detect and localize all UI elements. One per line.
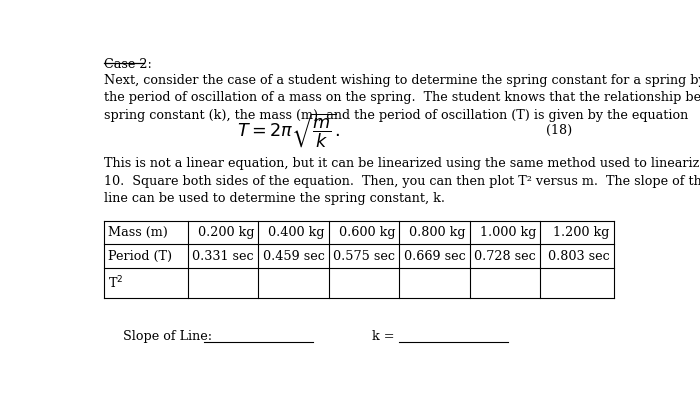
- Text: 0.575 sec: 0.575 sec: [333, 250, 395, 263]
- Text: 0.728 sec: 0.728 sec: [475, 250, 536, 263]
- Text: $T = 2\pi\sqrt{\dfrac{m}{k}}.$: $T = 2\pi\sqrt{\dfrac{m}{k}}.$: [237, 112, 340, 150]
- Text: 0.459 sec: 0.459 sec: [262, 250, 325, 263]
- Text: 0.669 sec: 0.669 sec: [404, 250, 466, 263]
- Text: the period of oscillation of a mass on the spring.  The student knows that the r: the period of oscillation of a mass on t…: [104, 91, 700, 104]
- Text: 1.000 kg: 1.000 kg: [480, 226, 536, 239]
- Text: Case 2:: Case 2:: [104, 58, 152, 71]
- Text: 10.  Square both sides of the equation.  Then, you can then plot T² versus m.  T: 10. Square both sides of the equation. T…: [104, 174, 700, 188]
- Text: 1.200 kg: 1.200 kg: [553, 226, 610, 239]
- Text: 0.400 kg: 0.400 kg: [268, 226, 325, 239]
- Text: 0.803 sec: 0.803 sec: [547, 250, 610, 263]
- Text: Slope of Line:: Slope of Line:: [122, 330, 212, 343]
- Text: k =: k =: [372, 330, 395, 343]
- Text: 0.600 kg: 0.600 kg: [339, 226, 395, 239]
- Text: spring constant (k), the mass (m), and the period of oscillation (T) is given by: spring constant (k), the mass (m), and t…: [104, 109, 688, 122]
- Text: Mass (m): Mass (m): [108, 226, 168, 239]
- Text: 0.200 kg: 0.200 kg: [197, 226, 254, 239]
- Text: (18): (18): [547, 124, 573, 137]
- Text: line can be used to determine the spring constant, k.: line can be used to determine the spring…: [104, 192, 444, 206]
- Text: 0.800 kg: 0.800 kg: [409, 226, 466, 239]
- Text: 0.331 sec: 0.331 sec: [193, 250, 254, 263]
- Text: Period (T): Period (T): [108, 250, 172, 263]
- Text: This is not a linear equation, but it can be linearized using the same method us: This is not a linear equation, but it ca…: [104, 157, 700, 170]
- Text: T$^2$: T$^2$: [108, 275, 123, 291]
- Text: Next, consider the case of a student wishing to determine the spring constant fo: Next, consider the case of a student wis…: [104, 74, 700, 87]
